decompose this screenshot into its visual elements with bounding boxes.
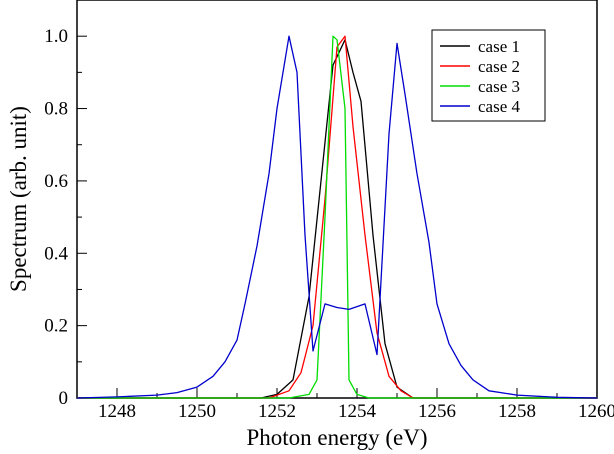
legend-label: case 1 (478, 37, 520, 56)
axis-ticks: 1248 1250 1252 1254 1256 1258 1260 0 0.2 0.4 0.6 0.… (44, 26, 614, 422)
x-tick-label: 1248 (98, 401, 136, 422)
series-line-case-4 (76, 35, 598, 399)
y-tick-label: 0.4 (44, 243, 68, 264)
legend-label: case 3 (478, 77, 520, 96)
legend-label: case 2 (478, 57, 520, 76)
y-tick-label: 0.8 (44, 99, 68, 120)
series-line-case-3 (77, 35, 597, 399)
y-tick-label: 1.0 (44, 26, 68, 47)
y-tick-label: 0 (59, 388, 69, 409)
x-tick-label: 1254 (338, 401, 377, 422)
x-tick-label: 1258 (498, 401, 536, 422)
series-line-case-2 (77, 35, 597, 399)
series-lines (76, 35, 598, 399)
x-tick-label: 1252 (258, 401, 296, 422)
x-tick-label: 1256 (418, 401, 456, 422)
x-tick-label: 1260 (578, 401, 614, 422)
y-tick-label: 0.6 (44, 171, 68, 192)
legend-label: case 4 (478, 97, 521, 116)
x-axis-title: Photon energy (eV) (247, 425, 428, 450)
plot-frame (76, 0, 598, 399)
x-tick-label: 1250 (178, 401, 216, 422)
y-axis-title: Spectrum (arb. unit) (6, 106, 31, 292)
y-tick-label: 0.2 (44, 316, 68, 337)
